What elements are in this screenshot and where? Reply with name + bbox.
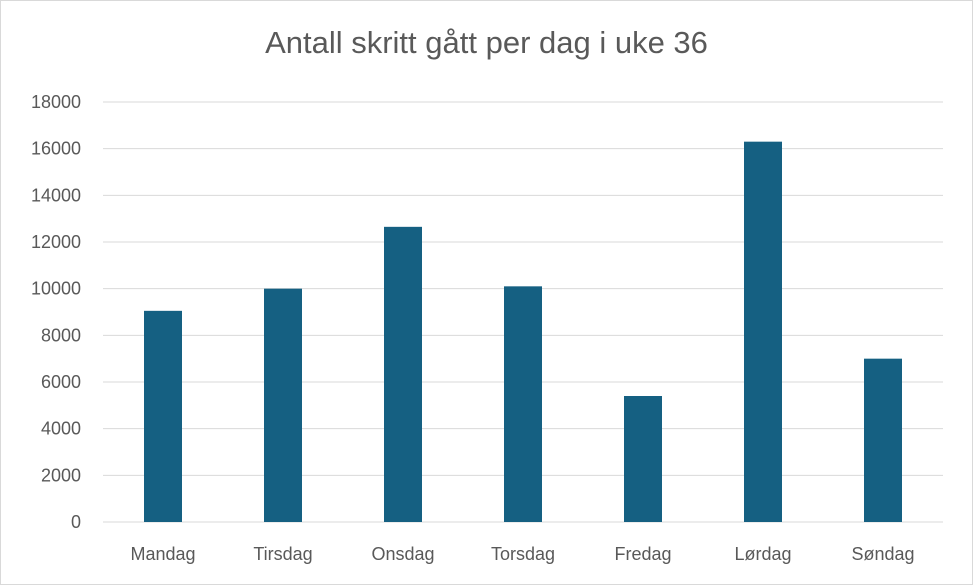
x-tick-label: Mandag <box>130 544 195 564</box>
y-tick-label: 10000 <box>31 279 81 299</box>
bar-onsdag <box>384 226 422 523</box>
bar-søndag <box>864 358 902 522</box>
x-tick-label: Lørdag <box>734 544 791 564</box>
y-tick-label: 8000 <box>41 325 81 345</box>
bar-lørdag <box>744 141 782 522</box>
x-tick-label: Torsdag <box>491 544 555 564</box>
x-tick-label: Fredag <box>614 544 671 564</box>
bar-tirsdag <box>264 288 302 522</box>
y-tick-label: 4000 <box>41 419 81 439</box>
y-tick-label: 2000 <box>41 465 81 485</box>
y-tick-label: 12000 <box>31 232 81 252</box>
y-tick-label: 0 <box>71 512 81 532</box>
x-axis-tick-labels: Mandag Tirsdag Onsdag Torsdag Fredag Lørdag Sø… <box>130 544 914 564</box>
bar-torsdag <box>504 286 542 522</box>
bars <box>144 141 902 523</box>
y-tick-label: 14000 <box>31 185 81 205</box>
y-tick-label: 16000 <box>31 139 81 159</box>
x-tick-label: Søndag <box>851 544 914 564</box>
y-tick-label: 18000 <box>31 92 81 112</box>
x-tick-label: Tirsdag <box>253 544 312 564</box>
y-axis-tick-labels: 0 2000 4000 6000 8000 10000 12000 14000 16000 180… <box>31 92 81 532</box>
bar-mandag <box>144 310 182 522</box>
x-tick-label: Onsdag <box>371 544 434 564</box>
y-tick-label: 6000 <box>41 372 81 392</box>
bar-fredag <box>624 396 662 522</box>
chart-title: Antall skritt gått per dag i uke 36 <box>265 25 708 60</box>
